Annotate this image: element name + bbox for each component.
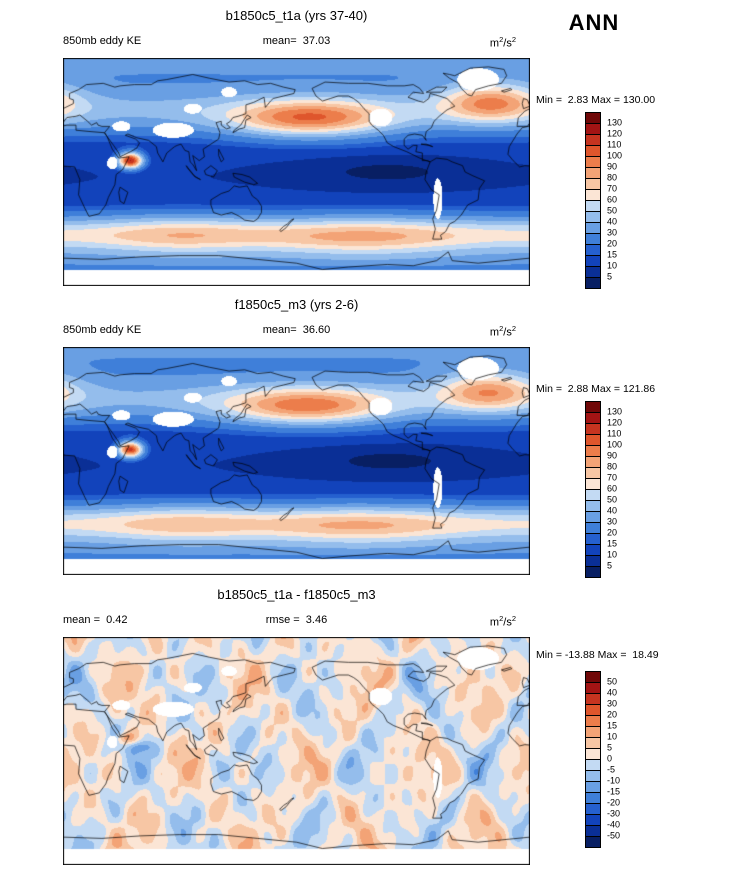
colorbar-tick-label: 30 [607,227,618,238]
panel-case1: b1850c5_t1a (yrs 37-40) 850mb eddy KE me… [0,8,733,296]
colorbar-tick-label: 90 [607,161,618,172]
units-base-2: /s [503,37,512,50]
mean-label: mean= 36.60 [262,324,331,336]
panel-subheader: 850mb eddy KE mean= 37.03 m2/s2 [63,35,530,50]
units-sup-2: 2 [511,35,516,44]
units-label: m2/s2 [490,35,516,50]
season-label: ANN [568,10,620,35]
colorbar-tick-label: -10 [607,775,621,786]
colorbar-segment [585,566,601,578]
mean-label: mean = 0.42 [63,614,128,626]
units-label: m2/s2 [490,324,516,339]
colorbar-tick-label: 100 [607,150,623,161]
colorbar-difference: 50 40 30 20 15 10 5 0 -5 -10 -15 -20 -30 -40 -50 [585,671,633,849]
units-base-1: m [489,37,500,50]
panel-title: b1850c5_t1a - f1850c5_m3 [217,587,376,602]
colorbar-tick-label: 15 [607,249,618,260]
colorbar-tick-label: 90 [607,450,618,461]
units-base-1: m [489,326,500,339]
map-canvas-case1 [63,58,530,286]
units-sup-1: 2 [499,35,504,44]
colorbar-tick-label: 5 [607,560,613,571]
minmax-label: Min = 2.83 Max = 130.00 [536,94,656,106]
colorbar-tick-label: 60 [607,194,618,205]
colorbar-tick-label: 5 [607,271,613,282]
colorbar-tick-label: 40 [607,687,618,698]
rmse-label: rmse = 3.46 [265,614,328,626]
minmax-label: Min = 2.88 Max = 121.86 [536,383,656,395]
colorbar-tick-label: 50 [607,494,618,505]
colorbar-tick-label: 50 [607,205,618,216]
colorbar-segment [585,277,601,289]
colorbar-tick-label: 40 [607,505,618,516]
colorbar-tick-label: 20 [607,527,618,538]
colorbar-tick-label: 60 [607,483,618,494]
minmax-label: Min = -13.88 Max = 18.49 [536,649,659,661]
units-sup-2: 2 [511,324,516,333]
colorbar-tick-label: 50 [607,676,618,687]
panel-title: f1850c5_m3 (yrs 2-6) [234,297,359,312]
colorbar-tick-label: 15 [607,720,618,731]
colorbar-tick-label: 40 [607,216,618,227]
colorbar-tick-label: 120 [607,128,623,139]
colorbar-tick-label: 0 [607,753,613,764]
colorbar-tick-label: 130 [607,117,623,128]
colorbar-tick-label: 20 [607,238,618,249]
colorbar-segment [585,836,601,848]
units-base-2: /s [503,326,512,339]
colorbar-tick-label: 70 [607,183,618,194]
colorbar-tick-label: 100 [607,439,623,450]
units-label: m2/s2 [490,614,516,629]
panel-case2: f1850c5_m3 (yrs 2-6) 850mb eddy KE mean=… [0,297,733,585]
units-sup-2: 2 [511,614,516,623]
colorbar-tick-label: 15 [607,538,618,549]
colorbar-tick-label: 10 [607,731,618,742]
mean-label: mean= 37.03 [262,35,331,47]
colorbar-tick-label: 10 [607,260,618,271]
panel-title: b1850c5_t1a (yrs 37-40) [225,8,368,23]
colorbar-tick-label: 5 [607,742,613,753]
units-sup-1: 2 [499,614,504,623]
units-base-1: m [489,616,500,629]
colorbar-tick-label: 20 [607,709,618,720]
colorbar-tick-label: 110 [607,428,622,439]
variable-label: 850mb eddy KE [63,35,142,47]
colorbar-case2: 130 120 110 100 90 80 70 60 50 40 30 20 15 10 5 [585,401,633,579]
colorbar-tick-label: 80 [607,172,618,183]
colorbar-tick-label: 130 [607,406,623,417]
colorbar-tick-label: 80 [607,461,618,472]
colorbar-case1: 130 120 110 100 90 80 70 60 50 40 30 20 15 10 5 [585,112,633,290]
colorbar-tick-label: 110 [607,139,622,150]
panel-difference: b1850c5_t1a - f1850c5_m3 mean = 0.42 rms… [0,587,733,872]
panel-subheader: 850mb eddy KE mean= 36.60 m2/s2 [63,324,530,339]
units-base-2: /s [503,616,512,629]
map-canvas-case2 [63,347,530,575]
colorbar-tick-label: -30 [607,808,621,819]
colorbar-tick-label: 120 [607,417,623,428]
colorbar-tick-label: -5 [607,764,616,775]
panel-subheader: mean = 0.42 rmse = 3.46 m2/s2 [63,614,530,629]
colorbar-tick-label: -50 [607,830,621,841]
colorbar-tick-label: 10 [607,549,618,560]
variable-label: 850mb eddy KE [63,324,142,336]
map-canvas-difference [63,637,530,865]
colorbar-tick-label: -40 [607,819,621,830]
colorbar-tick-label: -15 [607,786,621,797]
colorbar-tick-label: 30 [607,698,618,709]
units-sup-1: 2 [499,324,504,333]
colorbar-tick-label: 70 [607,472,618,483]
colorbar-tick-label: -20 [607,797,621,808]
colorbar-tick-label: 30 [607,516,618,527]
